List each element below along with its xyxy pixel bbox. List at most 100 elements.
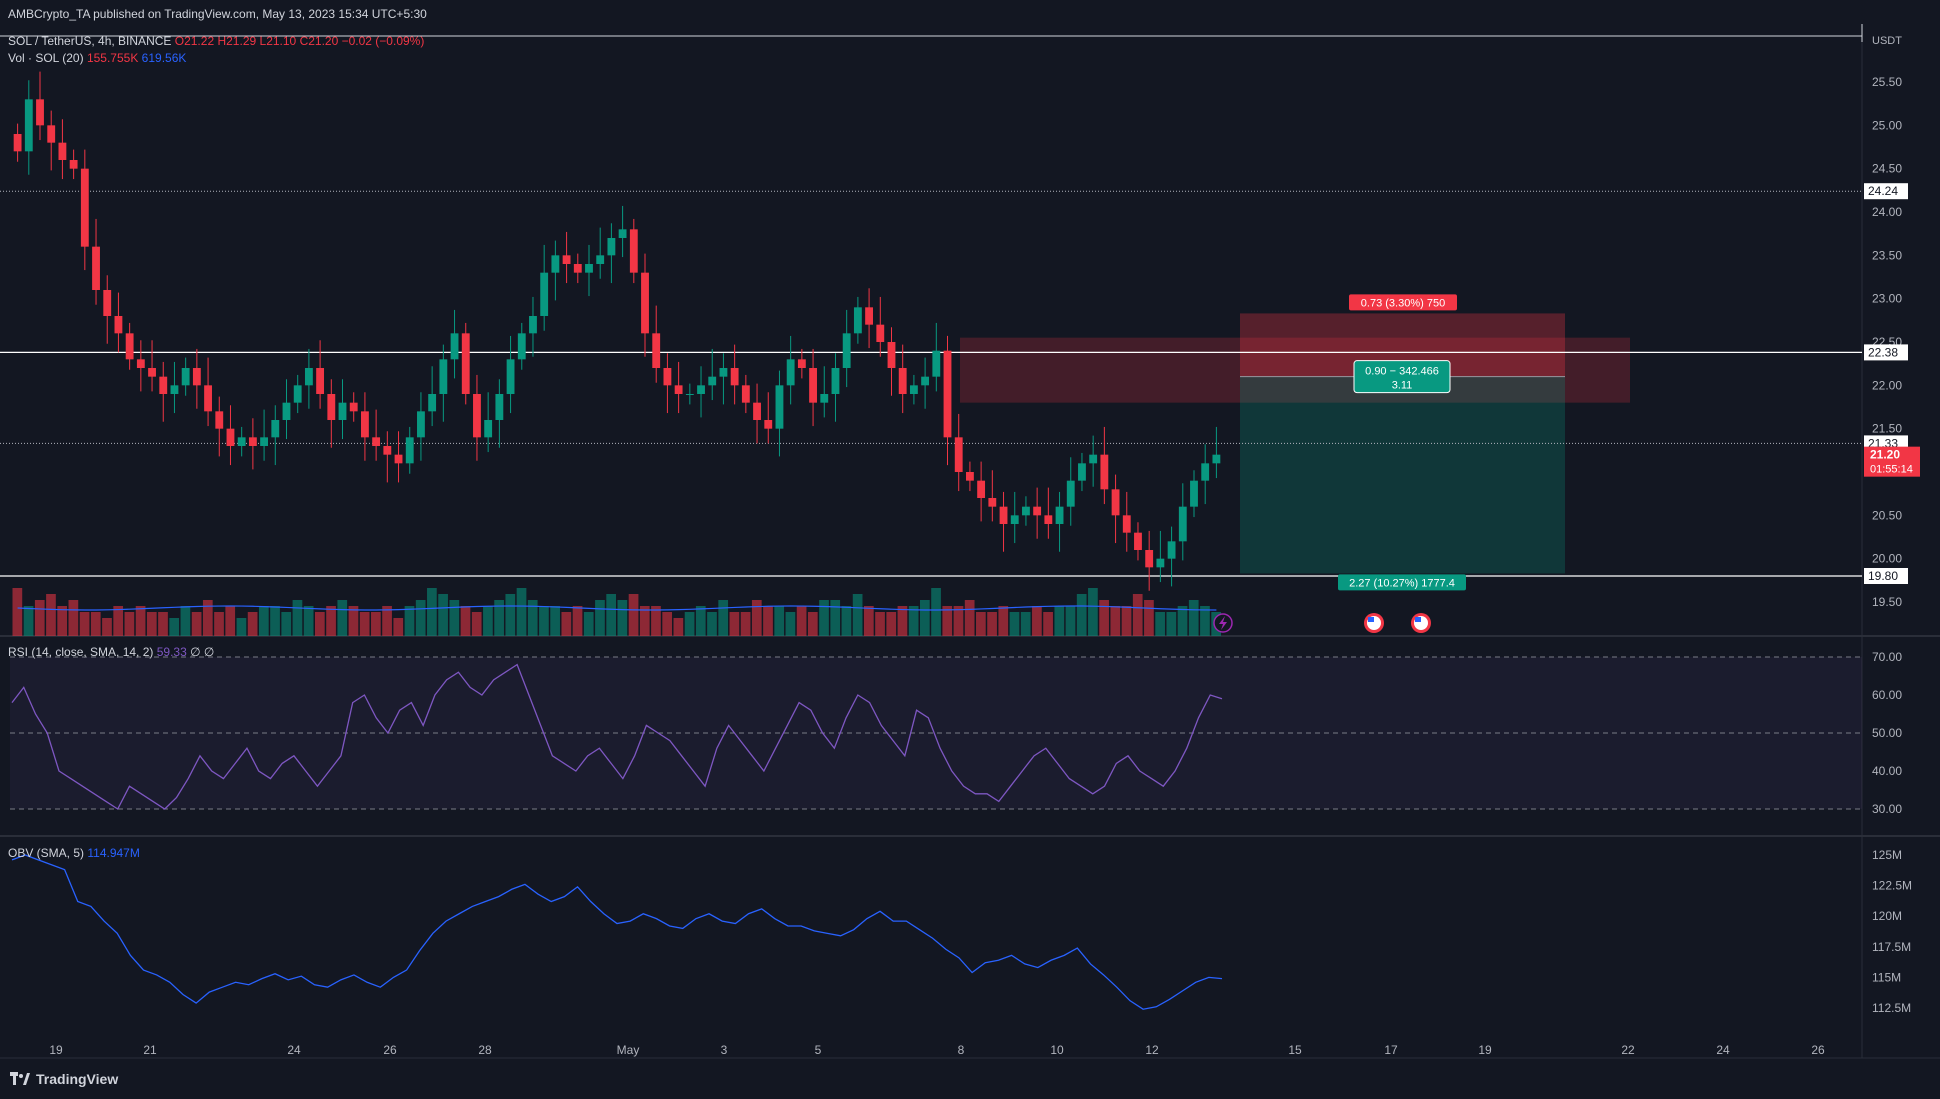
candle <box>148 368 156 377</box>
time-tick-label: 21 <box>143 1043 157 1057</box>
rsi-tick-label: 60.00 <box>1872 688 1902 702</box>
candle <box>304 368 313 386</box>
candle <box>394 454 403 464</box>
candle <box>181 368 190 386</box>
candle <box>349 402 358 412</box>
ohlc-close: C21.20 <box>299 34 339 48</box>
volume-bar <box>964 600 975 636</box>
candle <box>898 368 907 394</box>
candle <box>965 472 974 481</box>
price-tick-label: 22.00 <box>1872 378 1902 392</box>
time-tick-label: 10 <box>1050 1043 1064 1057</box>
rsi-extra-value: ∅ <box>203 645 215 659</box>
candle <box>1078 463 1086 481</box>
candle <box>1201 463 1210 481</box>
candle <box>909 385 918 394</box>
rsi-tick-label: 70.00 <box>1872 650 1902 664</box>
volume-bar <box>90 612 101 636</box>
rsi-legend[interactable]: RSI (14, close, SMA, 14, 2) 59.33 ∅ ∅ <box>8 645 214 659</box>
candle <box>831 368 840 394</box>
volume-bar <box>785 612 796 636</box>
candle <box>372 437 381 446</box>
target-label: 2.27 (10.27%) 1777.4 <box>1349 577 1455 589</box>
candle <box>652 333 661 368</box>
candle <box>943 350 952 438</box>
candle <box>932 350 941 377</box>
volume-bar <box>606 594 616 636</box>
volume-bar <box>617 600 628 636</box>
volume-bar <box>931 588 941 636</box>
time-tick-label: 28 <box>478 1043 492 1057</box>
volume-bar <box>583 612 594 636</box>
volume-bar <box>225 606 236 636</box>
obv-legend-label: OBV (SMA, 5) <box>8 846 85 860</box>
last-price-badge <box>1864 446 1920 477</box>
volume-bar <box>337 600 348 636</box>
rsi-tick-label: 30.00 <box>1872 802 1902 816</box>
price-tick-label: 20.50 <box>1872 508 1902 522</box>
candle <box>1033 506 1042 516</box>
candle <box>237 437 246 446</box>
volume-bar <box>651 606 661 636</box>
volume-legend-label: Vol · SOL (20) <box>8 51 84 65</box>
candle <box>293 385 302 403</box>
candle <box>405 437 414 464</box>
candle <box>1066 480 1075 507</box>
candle <box>797 359 806 368</box>
level-badge <box>1864 568 1908 584</box>
volume-bar <box>695 606 706 636</box>
volume-value: 155.755K <box>86 51 139 65</box>
volume-bar <box>1099 600 1109 636</box>
volume-bar <box>79 612 90 636</box>
volume-bar <box>494 600 504 636</box>
volume-bar <box>662 612 673 636</box>
volume-bar <box>1032 606 1042 636</box>
candle <box>383 446 392 455</box>
volume-bar <box>1054 606 1065 636</box>
volume-bar <box>371 612 381 636</box>
volume-bar <box>796 606 807 636</box>
volume-bar <box>908 606 919 636</box>
tradingview-logo[interactable]: TradingView <box>10 1071 118 1087</box>
volume-bar <box>920 600 930 636</box>
volume-bar <box>1009 612 1020 636</box>
rsi-value: 59.33 <box>156 645 187 659</box>
volume-bar <box>46 594 56 636</box>
volume-bar <box>12 588 23 636</box>
candle <box>103 290 112 316</box>
volume-bar <box>1088 588 1098 636</box>
target-badge <box>1338 574 1466 591</box>
candle <box>517 333 526 360</box>
obv-legend[interactable]: OBV (SMA, 5) 114.947M <box>8 846 140 860</box>
volume-legend[interactable]: Vol · SOL (20) 155.755K 619.56K <box>8 51 186 65</box>
volume-bar <box>113 606 124 636</box>
candle <box>809 368 817 403</box>
volume-bar <box>1121 606 1132 636</box>
symbol-legend[interactable]: SOL / TetherUS, 4h, BINANCE O21.22 H21.2… <box>8 34 424 48</box>
volume-bar <box>707 612 717 636</box>
volume-bar <box>807 612 818 636</box>
ohlc-open: O21.22 <box>174 34 215 48</box>
price-tick-label: 24.50 <box>1872 162 1902 176</box>
last-price-label: 21.20 <box>1870 448 1900 462</box>
candle <box>786 359 795 386</box>
volume-bar <box>236 618 247 636</box>
candle <box>629 229 638 273</box>
volume-bar <box>1110 606 1121 636</box>
price-tick-label: 21.50 <box>1872 422 1902 436</box>
candle <box>484 420 493 438</box>
volume-bar <box>359 612 370 636</box>
candle <box>473 394 481 438</box>
volume-bar <box>718 600 729 636</box>
volume-bar <box>684 612 695 636</box>
time-tick-label: 8 <box>958 1043 965 1057</box>
candle <box>853 307 862 334</box>
candle <box>708 376 717 386</box>
candle <box>327 394 336 420</box>
candle <box>506 359 515 394</box>
volume-bar <box>1043 612 1053 636</box>
time-tick-label: 26 <box>1811 1043 1825 1057</box>
volume-bar <box>830 600 841 636</box>
rsi-sma-value: ∅ <box>190 645 201 659</box>
time-tick-label: 19 <box>1478 1043 1492 1057</box>
